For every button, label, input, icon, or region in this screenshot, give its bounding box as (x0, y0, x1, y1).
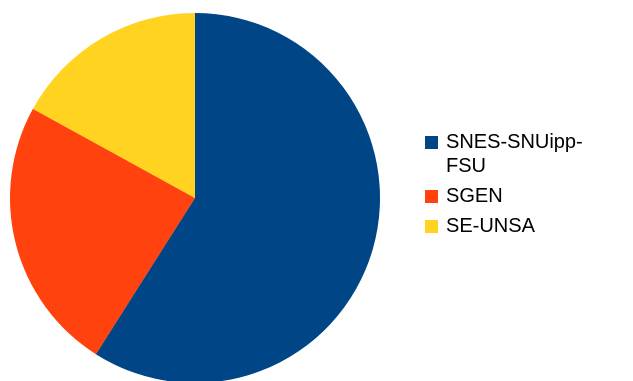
pie-slice-snes-snuipp-fsu (95, 13, 380, 381)
legend-label-snes-snuipp-fsu: SNES-SNUipp-FSU (446, 131, 583, 177)
legend-swatch-se-unsa (425, 220, 438, 233)
legend-label-se-unsa: SE-UNSA (446, 215, 535, 237)
legend: SNES-SNUipp-FSU SGEN SE-UNSA (425, 130, 625, 244)
pie-slice-sgen (9, 108, 195, 355)
legend-swatch-sgen (425, 190, 438, 203)
legend-item-snes-snuipp-fsu: SNES-SNUipp-FSU (425, 130, 625, 178)
legend-label-sgen: SGEN (446, 185, 503, 207)
legend-swatch-snes-snuipp-fsu (425, 136, 438, 149)
legend-item-sgen: SGEN (425, 184, 625, 208)
legend-item-se-unsa: SE-UNSA (425, 214, 625, 238)
pie-slice-se-unsa (32, 13, 195, 198)
